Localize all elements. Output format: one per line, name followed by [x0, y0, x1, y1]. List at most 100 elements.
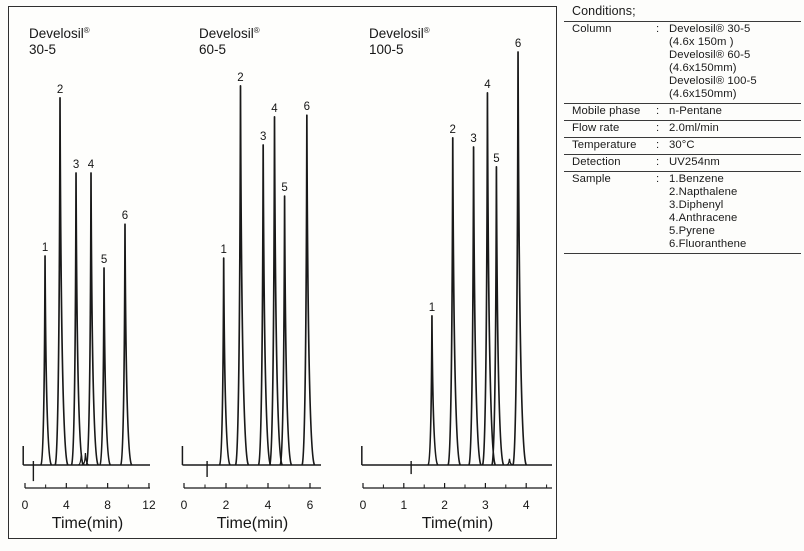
conditions-title: Conditions; — [564, 2, 801, 22]
peak-label-2: 2 — [237, 72, 243, 84]
peak-2 — [447, 137, 461, 466]
condition-values: UV254nm — [669, 156, 801, 169]
panel-subtitle: 30-5 — [29, 42, 56, 57]
x-axis-tick-label: 6 — [307, 498, 314, 512]
condition-label: Flow rate — [572, 122, 620, 134]
peak-6 — [512, 51, 528, 466]
peak-6 — [119, 223, 133, 466]
condition-values: 2.0ml/min — [669, 122, 801, 135]
peak-label-1: 1 — [42, 242, 48, 254]
condition-values: 30°C — [669, 139, 801, 152]
peak-label-4: 4 — [484, 79, 491, 91]
condition-value: (4.6x150mm) — [669, 62, 737, 74]
peak-label-3: 3 — [260, 131, 266, 143]
peak-label-2: 2 — [57, 84, 63, 96]
condition-label: Mobile phase — [572, 105, 641, 117]
condition-label: Column — [572, 23, 612, 35]
conditions-row-temperature: Temperature:30°C — [564, 138, 801, 155]
condition-colon: : — [656, 173, 660, 185]
peak-label-6: 6 — [122, 210, 128, 222]
peak-5 — [99, 267, 112, 466]
peak-1 — [427, 315, 439, 466]
conditions-rows: Column: Develosil® 30-5 (4.6x 150m ) Develo… — [564, 22, 801, 254]
x-axis-label: Time(min) — [52, 515, 123, 532]
peak-2 — [234, 85, 250, 466]
x-axis-tick-label: 12 — [142, 498, 156, 512]
condition-label: Sample — [572, 173, 611, 185]
peak-label-1: 1 — [220, 244, 226, 256]
x-axis-tick-label: 2 — [223, 498, 230, 512]
peak-3 — [257, 144, 272, 466]
condition-value: Develosil® 30-5 — [669, 23, 751, 35]
peak-label-5: 5 — [101, 254, 107, 266]
condition-value: 1.Benzene — [669, 173, 724, 185]
peak-1 — [40, 255, 53, 466]
panel-subtitle: 60-5 — [199, 42, 226, 57]
peak-6 — [301, 114, 316, 466]
x-axis-label: Time(min) — [422, 515, 493, 532]
condition-values: n-Pentane — [669, 105, 801, 118]
condition-value: UV254nm — [669, 156, 720, 168]
peak-5 — [279, 195, 293, 466]
x-axis-tick-label: 3 — [482, 498, 489, 512]
condition-colon: : — [656, 105, 660, 117]
x-axis-tick-label: 2 — [441, 498, 448, 512]
condition-value: 2.Napthalene — [669, 186, 738, 198]
condition-value: n-Pentane — [669, 105, 723, 117]
peak-2 — [54, 96, 69, 466]
x-axis-tick-label: 0 — [22, 498, 29, 512]
x-axis-tick-label: 4 — [63, 498, 70, 512]
chromatogram-panel-3: Develosil®100-5 1 2 3 4 5 6 0 1 2 3 4 Time(min) — [360, 26, 552, 532]
peak-label-3: 3 — [73, 159, 79, 171]
conditions-row-flow-rate: Flow rate:2.0ml/min — [564, 121, 801, 138]
x-axis-tick-label: 4 — [523, 498, 530, 512]
panel-title: Develosil® — [199, 26, 260, 41]
condition-values: Develosil® 30-5 (4.6x 150m ) Develosil® 60… — [669, 23, 801, 101]
condition-value: 30°C — [669, 139, 695, 151]
x-axis-tick-label: 8 — [104, 498, 111, 512]
condition-label: Detection — [572, 156, 621, 168]
condition-values: 1.Benzene 2.Napthalene 3.Diphenyl 4.Anthrac… — [669, 173, 801, 251]
condition-colon: : — [656, 139, 660, 151]
condition-value: Develosil® 100-5 — [669, 75, 757, 87]
panel-subtitle: 100-5 — [369, 42, 404, 57]
peak-label-5: 5 — [493, 153, 499, 165]
condition-value: 4.Anthracene — [669, 212, 738, 224]
peak-label-4: 4 — [271, 103, 278, 115]
x-axis-tick-label: 1 — [400, 498, 407, 512]
condition-value: 6.Fluoranthene — [669, 238, 747, 250]
condition-value: (4.6x 150m ) — [669, 36, 734, 48]
x-axis-tick-label: 0 — [360, 498, 367, 512]
condition-value: (4.6x150mm) — [669, 88, 737, 100]
peak-3 — [468, 146, 482, 466]
x-axis-tick-label: 0 — [181, 498, 188, 512]
x-axis-label: Time(min) — [217, 515, 288, 532]
peak-label-5: 5 — [281, 182, 287, 194]
chromatogram-panel-2: Develosil®60-5 1 2 3 4 5 6 0 2 4 6 Time(min) — [181, 26, 321, 532]
peak-label-6: 6 — [304, 101, 310, 113]
conditions-row-detection: Detection: UV254nm — [564, 155, 801, 172]
conditions-row-sample: Sample:1.Benzene 2.Napthalene 3.Diphenyl 4.… — [564, 172, 801, 254]
x-axis-tick-label: 4 — [265, 498, 272, 512]
chromatogram-figure: Develosil® 30-5 1 2 3 4 5 6 0 4 8 12 Time(min) Develo… — [8, 6, 557, 539]
peak-1 — [218, 257, 231, 466]
condition-value: 3.Diphenyl — [669, 199, 724, 211]
condition-colon: : — [656, 122, 660, 134]
condition-label: Temperature — [572, 139, 637, 151]
peak-4 — [268, 115, 283, 466]
panel-title: Develosil® — [369, 26, 430, 41]
peak-3 — [70, 172, 84, 466]
conditions-row-column: Column: Develosil® 30-5 (4.6x 150m ) Develo… — [564, 22, 801, 104]
condition-colon: : — [656, 23, 660, 35]
condition-value: Develosil® 60-5 — [669, 49, 751, 61]
condition-value: 5.Pyrene — [669, 225, 716, 237]
condition-colon: : — [656, 156, 660, 168]
peak-4 — [85, 172, 99, 466]
conditions-row-mobile-phase: Mobile phase: n-Pentane — [564, 104, 801, 121]
peak-5 — [491, 165, 505, 466]
peak-label-3: 3 — [470, 133, 476, 145]
peak-label-6: 6 — [515, 38, 521, 50]
